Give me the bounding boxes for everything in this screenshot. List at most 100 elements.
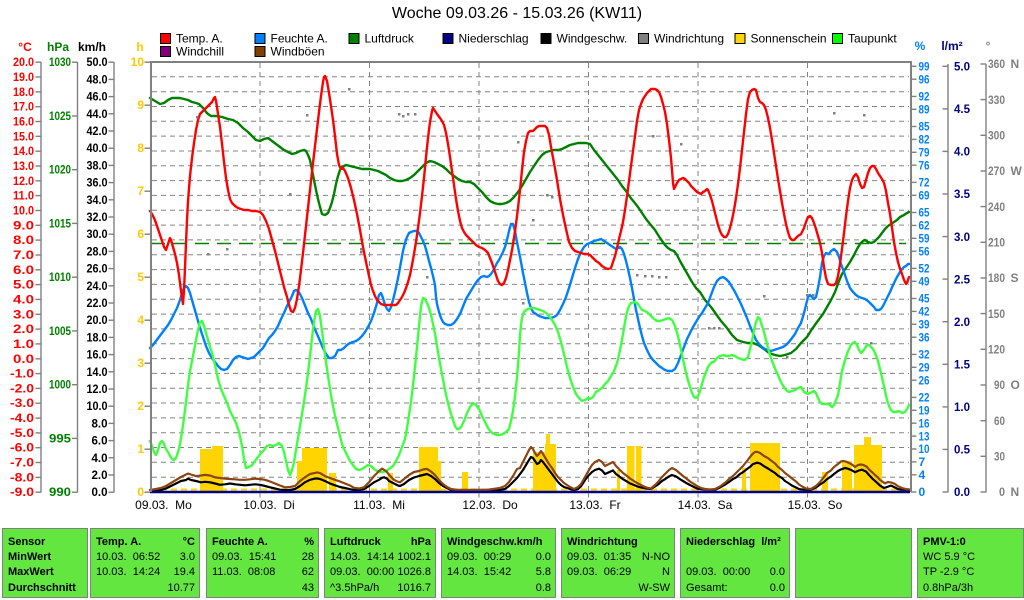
svg-text:4: 4 [919,468,926,482]
svg-text:2.5: 2.5 [954,272,970,286]
svg-text:0.0: 0.0 [13,352,34,366]
svg-text:5.0: 5.0 [13,278,34,292]
svg-text:12.0: 12.0 [87,382,108,396]
svg-text:7: 7 [137,184,144,198]
svg-text:48.0: 48.0 [87,72,108,86]
svg-text:-9.0: -9.0 [10,485,34,499]
svg-text:l/m²: l/m² [941,39,962,53]
svg-text:76: 76 [919,158,930,172]
svg-text:65: 65 [919,206,930,220]
svg-text:46.0: 46.0 [87,90,108,104]
svg-text:10.0: 10.0 [87,399,108,413]
svg-text:O: O [1011,378,1020,392]
svg-text:Sonnenschein: Sonnenschein [751,32,827,46]
svg-text:49: 49 [919,275,930,289]
svg-text:4.5: 4.5 [954,102,970,116]
svg-text:44.0: 44.0 [87,107,108,121]
svg-text:10: 10 [919,442,930,456]
svg-text:-5.0: -5.0 [10,426,34,440]
svg-text:90: 90 [994,378,1005,392]
svg-text:14.03. Sa: 14.03. Sa [678,498,733,512]
svg-text:11.0: 11.0 [13,189,34,203]
svg-text:4.0: 4.0 [92,451,108,465]
svg-text:13.03. Fr: 13.03. Fr [569,498,620,512]
svg-text:85: 85 [919,120,930,134]
svg-text:210: 210 [988,236,1005,250]
svg-text:82: 82 [919,133,930,147]
svg-text:42: 42 [919,305,930,319]
svg-text:36.0: 36.0 [87,176,108,190]
svg-text:12.0: 12.0 [13,174,34,188]
svg-text:60: 60 [994,414,1005,428]
svg-text:09.03. Mo: 09.03. Mo [135,498,192,512]
svg-text:32.0: 32.0 [87,210,108,224]
svg-text:0: 0 [999,485,1005,499]
svg-text:1015: 1015 [49,216,71,230]
svg-text:8.0: 8.0 [92,416,108,430]
svg-text:42.0: 42.0 [87,124,108,138]
svg-text:S: S [1011,271,1019,285]
svg-text:34.0: 34.0 [87,193,108,207]
svg-text:10.03. Di: 10.03. Di [243,498,294,512]
svg-text:0.5: 0.5 [954,443,970,457]
svg-text:7: 7 [919,455,926,469]
svg-text:13.0: 13.0 [13,159,34,173]
svg-text:h: h [136,40,143,54]
svg-text:2.0: 2.0 [13,322,34,336]
svg-text:120: 120 [988,343,1005,357]
svg-text:50.0: 50.0 [87,55,108,69]
svg-text:1030: 1030 [49,55,71,69]
svg-text:28.0: 28.0 [87,244,108,258]
svg-text:km/h: km/h [78,40,106,54]
svg-text:96: 96 [919,72,930,86]
svg-text:36: 36 [919,330,930,344]
svg-text:-1.0: -1.0 [10,367,34,381]
svg-text:15.0: 15.0 [13,129,34,143]
svg-text:20.0: 20.0 [13,55,34,69]
svg-text:8.0: 8.0 [13,233,34,247]
svg-text:16: 16 [919,416,930,430]
svg-text:990: 990 [49,485,71,499]
svg-text:32: 32 [919,348,930,362]
svg-text:18.0: 18.0 [87,330,108,344]
svg-text:6: 6 [137,227,144,241]
svg-text:330: 330 [988,93,1005,107]
svg-text:1.0: 1.0 [13,337,34,351]
svg-text:Windchill: Windchill [176,45,224,59]
svg-text:9: 9 [137,98,144,112]
svg-text:Niederschlag: Niederschlag [459,32,529,46]
svg-text:0.0: 0.0 [954,485,970,499]
svg-text:0: 0 [137,485,144,499]
svg-text:-7.0: -7.0 [10,456,34,470]
svg-text:0: 0 [919,485,926,499]
svg-text:11.03. Mi: 11.03. Mi [353,498,405,512]
svg-text:29: 29 [919,361,930,375]
svg-text:38.0: 38.0 [87,158,108,172]
svg-text:hPa: hPa [47,40,69,54]
svg-text:14.0: 14.0 [87,365,108,379]
svg-text:17.0: 17.0 [13,100,34,114]
svg-text:18.0: 18.0 [13,85,34,99]
svg-text:26: 26 [919,373,930,387]
svg-text:15.03. So: 15.03. So [788,498,843,512]
svg-text:1005: 1005 [49,324,71,338]
svg-text:10.0: 10.0 [13,204,34,218]
svg-text:-3.0: -3.0 [10,396,34,410]
svg-text:6.0: 6.0 [13,263,34,277]
svg-text:4: 4 [137,313,144,327]
svg-text:5: 5 [137,270,144,284]
svg-text:10: 10 [131,55,145,69]
svg-text:5.0: 5.0 [954,60,970,74]
svg-text:180: 180 [988,271,1005,285]
svg-text:99: 99 [919,60,930,74]
svg-text:1025: 1025 [49,109,71,123]
svg-text:52: 52 [919,262,930,276]
svg-text:59: 59 [919,232,930,246]
svg-text:3: 3 [137,356,144,370]
svg-text:150: 150 [988,307,1005,321]
svg-text:3.0: 3.0 [13,307,34,321]
svg-text:W: W [1011,164,1023,178]
svg-text:12.03. Do: 12.03. Do [462,498,518,512]
svg-text:-4.0: -4.0 [10,411,34,425]
svg-text:92: 92 [919,90,930,104]
